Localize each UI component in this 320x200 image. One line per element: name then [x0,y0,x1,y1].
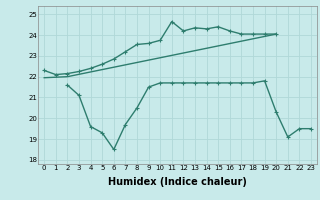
X-axis label: Humidex (Indice chaleur): Humidex (Indice chaleur) [108,177,247,187]
